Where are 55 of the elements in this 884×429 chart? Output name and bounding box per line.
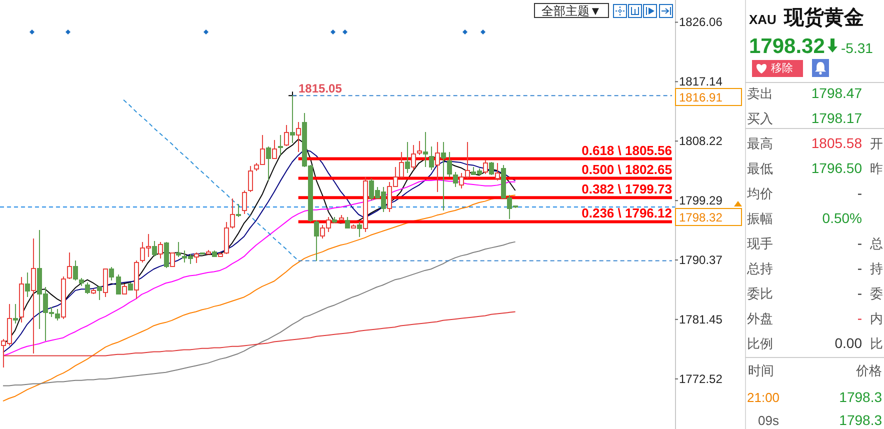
text: 买入 xyxy=(747,110,773,126)
annotation: 全部主题▼ xyxy=(542,4,602,18)
y-tick-label: 1808.22 xyxy=(679,134,723,148)
y-tick-label: 1781.45 xyxy=(679,312,723,326)
text: -5.31 xyxy=(841,40,874,56)
text: 委比 xyxy=(747,286,773,300)
text: 持 xyxy=(870,260,883,276)
text: 1798.3 xyxy=(839,389,882,405)
text: 均价 xyxy=(746,186,773,200)
ref-line-label: 1798.32 xyxy=(679,210,723,224)
y-tick-label: 1826.06 xyxy=(679,15,723,30)
y-tick-label: 1790.37 xyxy=(679,253,723,267)
text: 1798.47 xyxy=(811,85,862,101)
series-label: 0.500 \ 1802.65 xyxy=(582,162,672,178)
series-label: 0.236 \ 1796.12 xyxy=(582,206,672,221)
text: 1816.91 xyxy=(679,90,723,104)
text: 委 xyxy=(870,286,883,300)
y-tick-label: 1772.52 xyxy=(679,372,723,386)
text: 最高 xyxy=(747,136,773,150)
text: 最低 xyxy=(747,160,773,176)
text: 移除 xyxy=(771,62,793,74)
y-tick-label: 1817.14 xyxy=(679,74,723,89)
series-label: 1815.05 xyxy=(298,82,342,96)
text: 1798.3 xyxy=(839,412,882,428)
text: 1805.58 xyxy=(811,135,862,151)
text: 0.00 xyxy=(834,335,862,351)
text: - xyxy=(857,235,862,251)
text: 1798.32 xyxy=(749,34,825,58)
text: 外盘 xyxy=(747,310,773,326)
text: 21:00 xyxy=(747,390,780,404)
text: 1796.50 xyxy=(811,160,862,176)
text: 开 xyxy=(870,136,883,150)
text: 现手 xyxy=(747,236,773,250)
text: 内 xyxy=(870,310,883,326)
text: 比例 xyxy=(747,336,773,350)
text: 1798.17 xyxy=(811,110,862,126)
series-label: 0.618 \ 1805.56 xyxy=(582,142,672,158)
text: 09s xyxy=(758,412,780,428)
text: 昨 xyxy=(870,160,883,176)
text: 价格 xyxy=(855,362,882,378)
text: 0.50% xyxy=(822,210,862,226)
text: 现货黄金 xyxy=(783,7,864,29)
text: XAU xyxy=(749,12,776,26)
text: - xyxy=(857,260,862,276)
text: - xyxy=(857,285,862,301)
text: 总 xyxy=(869,236,883,250)
text: - xyxy=(857,310,862,326)
text: 振幅 xyxy=(747,210,773,226)
text: 比 xyxy=(870,336,883,350)
text: - xyxy=(857,185,862,201)
text: 卖出 xyxy=(747,86,773,100)
text: 总持 xyxy=(746,260,773,276)
y-tick-label: 1799.29 xyxy=(679,194,723,208)
series-label: 0.382 \ 1799.73 xyxy=(582,182,672,197)
text: 时间 xyxy=(748,362,774,378)
